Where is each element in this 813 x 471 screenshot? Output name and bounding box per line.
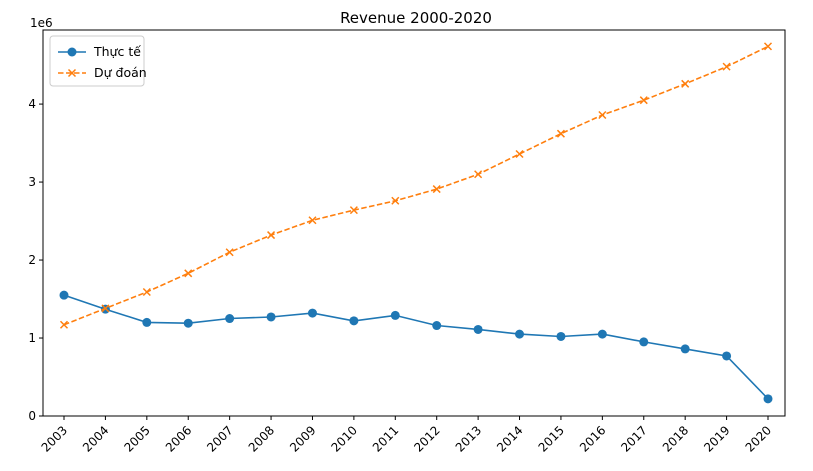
data-point xyxy=(763,394,773,404)
data-point xyxy=(59,290,69,300)
data-point xyxy=(184,269,193,278)
data-point xyxy=(307,308,317,318)
y-tick-label: 4 xyxy=(28,97,36,111)
data-point xyxy=(349,316,359,326)
data-point xyxy=(639,337,649,347)
x-tick-label: 2016 xyxy=(577,423,608,454)
data-point xyxy=(225,248,234,257)
x-tick-label: 2013 xyxy=(453,423,484,454)
series-1 xyxy=(59,290,773,404)
legend: Thực tế Dự đoán xyxy=(49,35,147,87)
x-tick-label: 2003 xyxy=(39,423,70,454)
data-point xyxy=(556,331,566,341)
data-point xyxy=(183,318,193,328)
data-point xyxy=(473,324,483,334)
data-point xyxy=(432,321,442,331)
data-point xyxy=(722,351,732,361)
data-point xyxy=(680,344,690,354)
data-point xyxy=(722,62,731,71)
x-tick-label: 2018 xyxy=(660,423,691,454)
series-2 xyxy=(59,42,773,329)
legend-label: Thực tế xyxy=(93,44,141,59)
data-point xyxy=(681,79,690,88)
data-point xyxy=(59,320,69,329)
series-line xyxy=(63,294,769,400)
x-tick-label: 2017 xyxy=(618,423,649,454)
x-tick-label: 2014 xyxy=(494,423,525,454)
data-point xyxy=(142,287,151,297)
series-layer xyxy=(59,42,773,404)
data-point xyxy=(556,129,565,138)
x-tick-label: 2015 xyxy=(536,423,567,454)
x-axis: 2003 2004 2005 2006 2007 2008 2009 2010 2011 2012… xyxy=(39,416,774,455)
x-tick-label: 2011 xyxy=(370,423,401,454)
data-point xyxy=(142,317,152,327)
data-point xyxy=(391,196,400,205)
x-tick-label: 2006 xyxy=(163,423,194,454)
y-tick-label: 3 xyxy=(28,175,36,189)
x-tick-label: 2007 xyxy=(204,423,235,454)
data-point xyxy=(432,185,441,194)
chart-title: Revenue 2000-2020 xyxy=(340,9,492,27)
x-tick-label: 2008 xyxy=(246,423,277,454)
x-tick-label: 2009 xyxy=(287,423,318,454)
data-point xyxy=(349,206,358,215)
y-offset-label: 1e6 xyxy=(30,16,53,30)
x-tick-label: 2004 xyxy=(80,423,111,454)
legend-entry: Thực tế xyxy=(58,44,141,59)
data-point xyxy=(267,231,276,240)
x-tick-label: 2012 xyxy=(411,423,442,454)
data-point xyxy=(515,149,524,159)
y-tick-label: 1 xyxy=(28,331,36,345)
legend-label: Dự đoán xyxy=(94,65,147,80)
data-point xyxy=(266,312,276,322)
data-point xyxy=(474,170,483,179)
x-tick-label: 2020 xyxy=(743,423,774,454)
data-point xyxy=(308,216,317,225)
data-point xyxy=(639,96,648,105)
x-tick-label: 2019 xyxy=(701,423,732,454)
plot-frame xyxy=(42,29,786,417)
data-point xyxy=(225,314,235,324)
legend-entry: Dự đoán xyxy=(58,65,147,80)
data-point xyxy=(390,310,400,320)
data-point xyxy=(763,42,773,51)
series-line xyxy=(63,45,769,326)
x-tick-label: 2005 xyxy=(121,423,152,454)
data-point xyxy=(597,329,607,339)
y-tick-label: 2 xyxy=(28,253,36,267)
y-axis: 0 1 2 3 4 xyxy=(28,97,43,423)
data-point xyxy=(515,329,525,339)
data-point xyxy=(598,110,607,120)
y-tick-label: 0 xyxy=(28,409,36,423)
legend-marker xyxy=(67,47,77,57)
data-point xyxy=(101,304,110,313)
x-tick-label: 2010 xyxy=(329,423,360,454)
legend-marker xyxy=(67,68,77,78)
